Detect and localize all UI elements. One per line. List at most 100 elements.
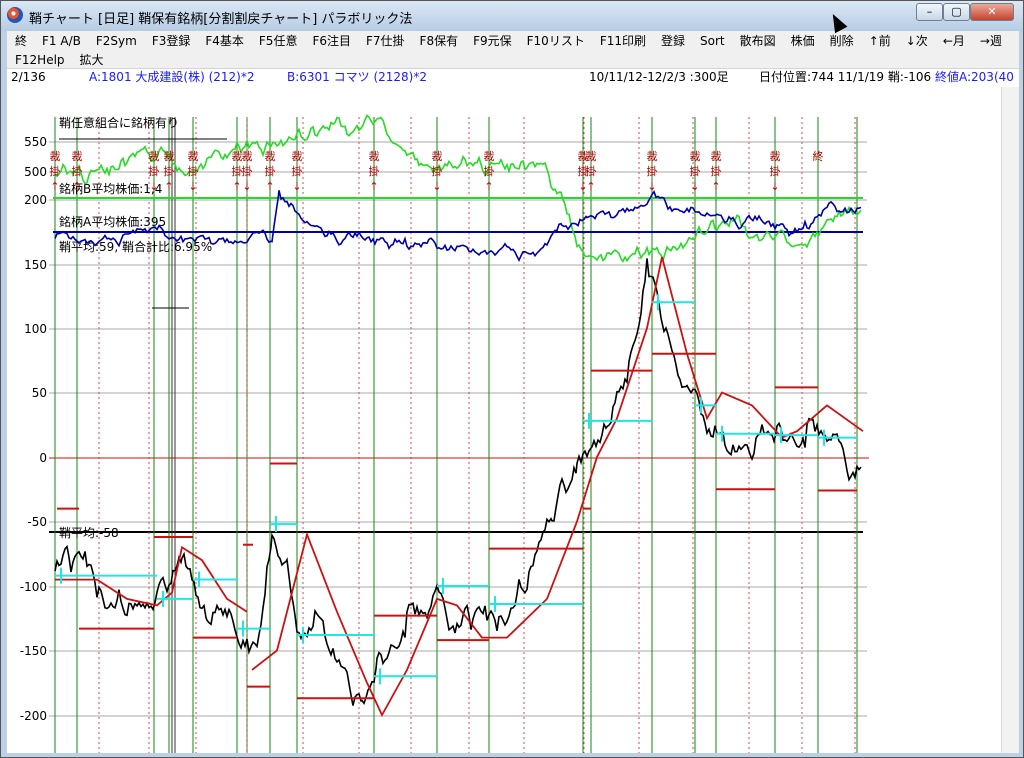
- signal-arrow: ↑: [586, 180, 595, 193]
- menu-week[interactable]: →週: [979, 34, 1002, 48]
- menu-f5-arbitrary[interactable]: F5任意: [258, 34, 298, 48]
- signal-arrow: ↓: [770, 180, 779, 193]
- signal-sub-label: 掛: [232, 164, 243, 178]
- menu-next[interactable]: ↓次: [905, 34, 928, 48]
- menu-register[interactable]: 登録: [661, 34, 686, 48]
- signal-sub-label: 掛: [647, 164, 658, 178]
- menu-prev[interactable]: ↑前: [868, 34, 891, 48]
- signal-label: 裁: [232, 150, 243, 163]
- menu-exit[interactable]: 終: [15, 34, 28, 48]
- page-counter: 2/136: [11, 70, 46, 84]
- menu-delete[interactable]: 削除: [829, 34, 854, 48]
- menu-f2-sym[interactable]: F2Sym: [95, 34, 137, 48]
- series-parabolic-curve: [55, 545, 248, 613]
- menu-f11-print[interactable]: F11印刷: [599, 34, 647, 48]
- stock-a-label: A:1801 大成建設(株) (212)*2: [89, 70, 255, 84]
- menu-f1-ab[interactable]: F1 A/B: [42, 34, 81, 48]
- stock-b-label: B:6301 コマツ (2128)*2: [287, 70, 427, 84]
- menu-bar: 終 F1 A/B F2Sym F3登録 F4基本 F5任意 F6注目 F7仕掛 …: [7, 31, 1019, 69]
- signal-arrow: ↓: [292, 180, 301, 193]
- signal-arrow: ↑: [232, 180, 241, 193]
- signal-sub-label: 掛: [72, 164, 83, 178]
- signal-arrow: ↓: [242, 180, 251, 193]
- window-title: 鞘チャート [日足] 鞘保有銘柄[分割割戻チャート] パラボリック法: [29, 12, 413, 27]
- signal-arrow: ↓: [578, 180, 587, 193]
- signal-arrow: ↑: [50, 180, 59, 193]
- signal-sub-label: 掛: [265, 164, 276, 178]
- signal-sub-label: 掛: [188, 164, 199, 178]
- menu-sort[interactable]: Sort: [700, 34, 725, 48]
- signal-sub-label: 掛: [432, 164, 443, 178]
- vertical-scrollbar[interactable]: [1001, 87, 1019, 753]
- signal-arrow: ↓: [149, 180, 158, 193]
- menu-f3-register[interactable]: F3登録: [151, 34, 191, 48]
- menu-f4-basic[interactable]: F4基本: [205, 34, 244, 48]
- info-bar: 2/136 A:1801 大成建設(株) (212)*2 B:6301 コマツ …: [7, 69, 1019, 87]
- signal-label: 裁: [265, 150, 276, 163]
- signal-label: 裁: [647, 150, 658, 163]
- maximize-button[interactable]: ▢: [943, 3, 970, 21]
- y-tick-label: 200: [24, 193, 47, 207]
- signal-arrow: ↑: [164, 180, 173, 193]
- signal-arrow: ↓: [432, 180, 441, 193]
- signal-sub-label: 掛: [586, 164, 597, 178]
- annotation-avg-b: 銘柄B平均株価:1,4: [59, 181, 162, 196]
- signal-arrow: ↓: [647, 180, 656, 193]
- signal-sub-label: 掛: [164, 164, 175, 178]
- menu-price[interactable]: 株価: [790, 34, 815, 48]
- signal-label: 裁: [149, 150, 160, 163]
- minimize-button[interactable]: –: [916, 3, 943, 21]
- menu-f9-original-hold[interactable]: F9元保: [473, 34, 512, 48]
- annotation-average: 鞘平均:-58: [59, 526, 119, 540]
- menu-f10-list[interactable]: F10リスト: [526, 34, 585, 48]
- y-tick-label: 0: [39, 451, 47, 465]
- signal-arrow: ↑: [265, 180, 274, 193]
- signal-sub-label: 掛: [369, 164, 380, 178]
- y-tick-label: -150: [20, 644, 47, 658]
- menu-scatter[interactable]: 散布図: [739, 34, 776, 48]
- signal-label: 終: [813, 149, 824, 163]
- cursor-position: 日付位置:744 11/1/19 鞘:-106: [759, 70, 932, 84]
- signal-label: 裁: [770, 150, 781, 163]
- signal-arrow: ↑: [369, 180, 378, 193]
- menu-f12-help[interactable]: F12Help: [15, 53, 65, 67]
- signal-label: 裁: [711, 150, 722, 163]
- signal-label: 裁: [586, 150, 597, 163]
- close-button[interactable]: ✕: [970, 3, 1014, 21]
- signal-arrow: ↓: [188, 180, 197, 193]
- app-logo-icon: [7, 7, 23, 23]
- series-green-line: [54, 114, 862, 263]
- signal-label: 裁: [484, 150, 495, 163]
- menu-zoom[interactable]: 拡大: [79, 53, 104, 67]
- signal-label: 裁: [50, 150, 61, 163]
- menu-row-main: 終 F1 A/B F2Sym F3登録 F4基本 F5任意 F6注目 F7仕掛 …: [7, 32, 1009, 51]
- signal-sub-label: 掛: [149, 164, 160, 178]
- series-spread-line: [54, 258, 862, 706]
- title-bar[interactable]: 鞘チャート [日足] 鞘保有銘柄[分割割戻チャート] パラボリック法 – ▢ ✕: [1, 1, 1023, 31]
- annotation-avg-a: 銘柄A平均株価:395: [59, 214, 166, 229]
- menu-f8-hold[interactable]: F8保有: [419, 34, 459, 48]
- series-blue-line: [54, 190, 862, 263]
- signal-sub-label: 掛: [711, 164, 722, 178]
- chart-canvas[interactable]: 550500200150100500-50-100-150-20010/1211…: [7, 87, 1001, 753]
- signal-label: 裁: [578, 150, 589, 163]
- menu-f7-entry[interactable]: F7仕掛: [366, 34, 405, 48]
- client-area: 終 F1 A/B F2Sym F3登録 F4基本 F5任意 F6注目 F7仕掛 …: [7, 31, 1019, 753]
- menu-month[interactable]: ←月: [942, 34, 965, 48]
- signal-arrow: ↑: [484, 180, 493, 193]
- signal-sub-label: 掛: [484, 164, 495, 178]
- y-tick-label: 550: [24, 135, 47, 149]
- y-tick-label: 100: [24, 322, 47, 336]
- signal-label: 裁: [292, 150, 303, 163]
- signal-label: 裁: [432, 150, 443, 163]
- spread-chart[interactable]: 550500200150100500-50-100-150-20010/1211…: [7, 87, 1019, 753]
- y-tick-label: 500: [24, 165, 47, 179]
- y-tick-label: -50: [27, 515, 47, 529]
- signal-sub-label: 掛: [292, 164, 303, 178]
- signal-sub-label: 掛: [690, 164, 701, 178]
- menu-f6-watch[interactable]: F6注目: [312, 34, 351, 48]
- signal-arrow: ↑: [711, 180, 720, 193]
- series-parabolic-curve: [251, 531, 548, 717]
- close-price-label: 終値A:203(40: [935, 70, 1014, 84]
